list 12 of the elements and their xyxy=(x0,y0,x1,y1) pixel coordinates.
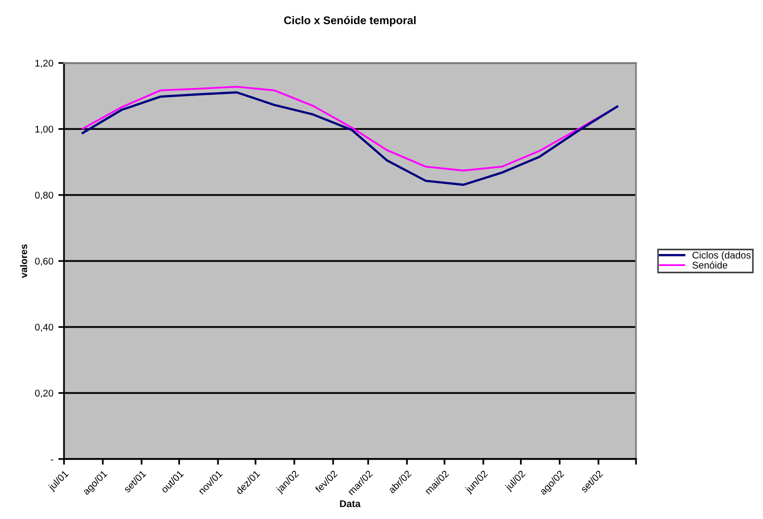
y-tick-label: 0,80 xyxy=(35,192,54,200)
line-series xyxy=(82,91,618,186)
x-axis-title: Data xyxy=(340,500,361,508)
y-tick-label: 0,20 xyxy=(35,390,54,398)
y-tick-label: 1,20 xyxy=(35,60,54,68)
y-tick-label: 0,60 xyxy=(35,258,54,266)
legend-label: Senóide xyxy=(692,261,728,269)
chart-title: Ciclo x Senóide temporal xyxy=(284,16,416,26)
y-axis-title: valores xyxy=(20,244,28,278)
y-tick-label: 1,00 xyxy=(35,126,54,134)
y-tick-label: 0,40 xyxy=(35,324,54,332)
legend-label: Ciclos (dados xyxy=(692,251,751,261)
